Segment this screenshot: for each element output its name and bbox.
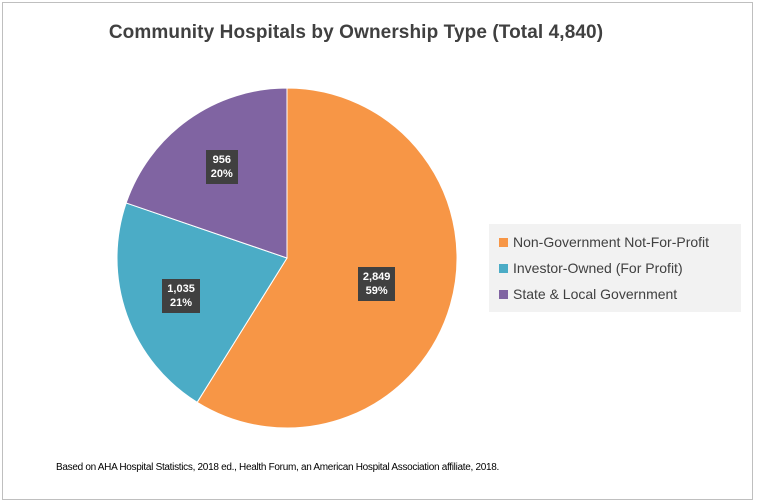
legend: Non-Government Not-For-Profit Investor-O… bbox=[489, 224, 741, 312]
legend-item-non-government-not-for-profit[interactable]: Non-Government Not-For-Profit bbox=[499, 232, 709, 252]
data-label-non-government-not-for-profit: 2,849 59% bbox=[357, 266, 396, 301]
data-label-percent: 59% bbox=[365, 284, 388, 297]
legend-label: State & Local Government bbox=[513, 286, 678, 302]
data-label-percent: 21% bbox=[170, 296, 193, 309]
legend-label: Non-Government Not-For-Profit bbox=[513, 234, 710, 250]
legend-item-investor-owned[interactable]: Investor-Owned (For Profit) bbox=[499, 258, 683, 278]
legend-item-state-local-government[interactable]: State & Local Government bbox=[499, 284, 677, 304]
data-label-value: 956 bbox=[212, 153, 231, 166]
data-label-investor-owned: 1,035 21% bbox=[162, 278, 200, 313]
legend-swatch bbox=[499, 289, 508, 299]
source-footnote: Based on AHA Hospital Statistics, 2018 e… bbox=[56, 462, 499, 473]
legend-label: Investor-Owned (For Profit) bbox=[513, 260, 683, 276]
legend-swatch bbox=[499, 237, 508, 247]
data-label-value: 1,035 bbox=[167, 282, 195, 295]
slice-non-government-not-for-profit[interactable] bbox=[196, 87, 458, 429]
chart-title: Community Hospitals by Ownership Type (T… bbox=[108, 22, 604, 43]
data-label-state-local-government: 956 20% bbox=[205, 149, 238, 184]
data-label-percent: 20% bbox=[210, 167, 233, 180]
legend-swatch bbox=[499, 263, 508, 273]
slice-investor-owned[interactable] bbox=[116, 202, 288, 403]
data-label-value: 2,849 bbox=[362, 270, 391, 283]
